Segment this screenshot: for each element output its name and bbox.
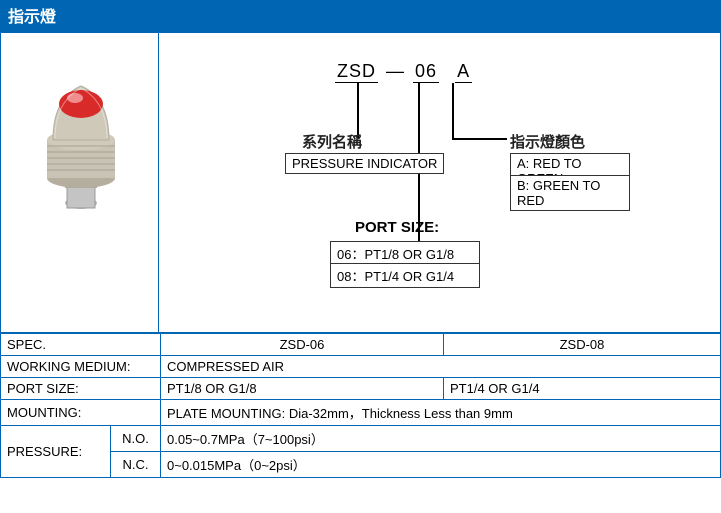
model-code: ZSD — 06 A <box>335 61 472 83</box>
spec-value: 0.05~0.7MPa（7~100psi） <box>161 426 721 452</box>
code-seg-series: ZSD <box>335 61 378 83</box>
spec-col2: ZSD-08 <box>444 334 721 356</box>
spec-label: PRESSURE: <box>1 426 111 478</box>
spec-col1: ZSD-06 <box>161 334 444 356</box>
table-row: SPEC. ZSD-06 ZSD-08 <box>1 334 721 356</box>
color-opt-b: B: GREEN TO RED <box>510 175 630 211</box>
product-panel <box>1 33 159 333</box>
series-label-en: PRESSURE INDICATOR <box>285 153 444 174</box>
main-panel: ZSD — 06 A 系列名稱 PRESSURE INDICATOR 指示燈顏色… <box>0 33 721 333</box>
table-row: WORKING MEDIUM: COMPRESSED AIR <box>1 356 721 378</box>
spec-value: PT1/4 OR G1/4 <box>444 378 721 400</box>
spec-label: PORT SIZE: <box>1 378 161 400</box>
color-label-cn: 指示燈顏色 <box>510 131 585 152</box>
code-dash: — <box>384 61 407 82</box>
spec-label: MOUNTING: <box>1 400 161 426</box>
table-row: PORT SIZE: PT1/8 OR G1/8 PT1/4 OR G1/4 <box>1 378 721 400</box>
code-seg-color: A <box>455 61 472 83</box>
table-row: PRESSURE: N.O. 0.05~0.7MPa（7~100psi） <box>1 426 721 452</box>
spec-sublabel: N.O. <box>111 426 161 452</box>
port-opt-08: 08：PT1/4 OR G1/4 <box>330 263 480 288</box>
table-row: MOUNTING: PLATE MOUNTING: Dia-32mm，Thick… <box>1 400 721 426</box>
connector-line <box>357 83 359 138</box>
spec-value: PT1/8 OR G1/8 <box>161 378 444 400</box>
spec-value: PLATE MOUNTING: Dia-32mm，Thickness Less … <box>161 400 721 426</box>
header-title: 指示燈 <box>0 0 70 30</box>
spec-label: WORKING MEDIUM: <box>1 356 161 378</box>
indicator-lamp-icon <box>21 68 141 248</box>
ordering-diagram: ZSD — 06 A 系列名稱 PRESSURE INDICATOR 指示燈顏色… <box>160 33 720 333</box>
spec-sublabel: N.C. <box>111 452 161 478</box>
connector-line <box>452 83 454 138</box>
code-seg-port: 06 <box>413 61 439 83</box>
header-bar: 指示燈 <box>0 0 721 33</box>
spec-value: 0~0.015MPa（0~2psi） <box>161 452 721 478</box>
spec-table: SPEC. ZSD-06 ZSD-08 WORKING MEDIUM: COMP… <box>0 333 721 478</box>
connector-line <box>452 138 507 140</box>
series-label-cn: 系列名稱 <box>302 131 362 152</box>
port-size-title: PORT SIZE: <box>355 219 439 236</box>
spec-label: SPEC. <box>1 334 161 356</box>
spec-value: COMPRESSED AIR <box>161 356 721 378</box>
